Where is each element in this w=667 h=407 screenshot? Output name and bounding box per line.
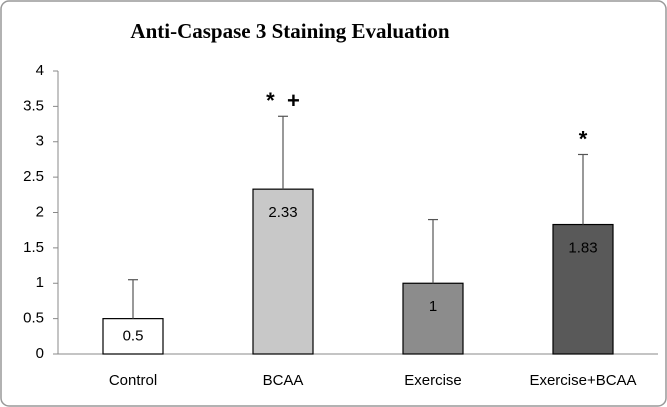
x-tick-label: Exercise — [404, 372, 462, 389]
chart-title: Anti-Caspase 3 Staining Evaluation — [130, 19, 449, 43]
x-tick-label: Control — [109, 372, 157, 389]
significance-marker: * — [579, 126, 588, 151]
y-tick-label: 1.5 — [23, 239, 44, 256]
x-tick-label: Exercise+BCAA — [529, 372, 636, 389]
bar — [102, 318, 164, 355]
y-tick-label: 3.5 — [23, 97, 44, 114]
y-tick-label: 4 — [36, 62, 44, 79]
y-tick-label: 2.5 — [23, 168, 44, 185]
data-label: 1 — [429, 298, 437, 315]
bar — [552, 223, 614, 355]
x-tick-label: BCAA — [263, 372, 304, 389]
bar — [252, 188, 314, 355]
bar — [402, 282, 464, 355]
data-label: 1.83 — [568, 239, 597, 256]
data-label: 2.33 — [268, 204, 297, 221]
y-tick-label: 3 — [36, 133, 44, 150]
y-tick-label: 0 — [36, 345, 44, 362]
y-tick-label: 1 — [36, 274, 44, 291]
y-tick-label: 0.5 — [23, 310, 44, 327]
significance-marker: * + — [266, 88, 300, 113]
y-tick-label: 2 — [36, 203, 44, 220]
data-label: 0.5 — [123, 327, 144, 344]
